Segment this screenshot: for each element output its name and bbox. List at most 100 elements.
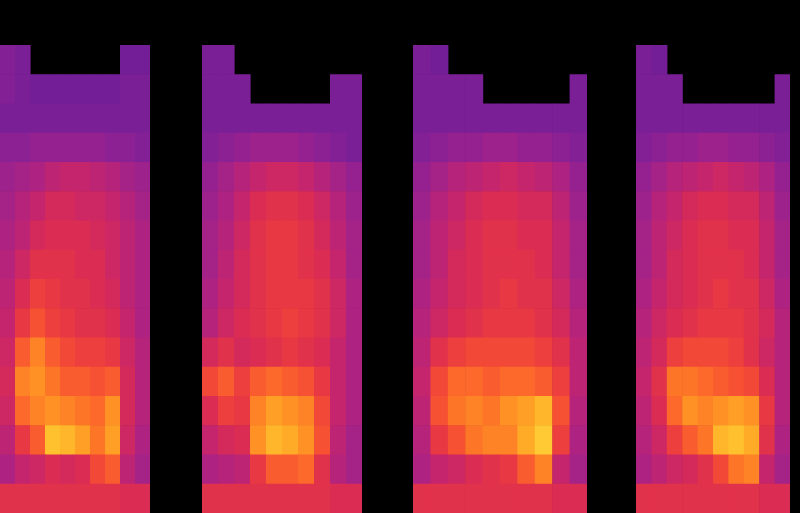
heatmap-cell	[282, 250, 299, 280]
heatmap-cell	[636, 279, 652, 309]
heatmap-cell	[483, 279, 501, 309]
heatmap-cell	[713, 162, 729, 192]
heatmap-cell	[45, 104, 61, 134]
heatmap-cell	[448, 425, 466, 455]
heatmap-cell	[517, 367, 535, 397]
heatmap-cell	[266, 162, 283, 192]
heatmap-cell	[698, 338, 714, 368]
heatmap-cell	[120, 74, 136, 104]
heatmap-cell	[682, 221, 698, 251]
heatmap-cell	[713, 221, 729, 251]
heatmap-cell	[713, 104, 729, 134]
heatmap-cell	[330, 221, 347, 251]
heatmap-cell	[250, 104, 267, 134]
heatmap-cell	[682, 250, 698, 280]
heatmap-cell	[448, 133, 466, 163]
heatmap-cell	[698, 250, 714, 280]
heatmap-cell	[682, 308, 698, 338]
heatmap-cell	[698, 104, 714, 134]
heatmap-cell	[298, 221, 315, 251]
heatmap-cell	[202, 279, 219, 309]
heatmap-cell	[234, 74, 251, 104]
heatmap-cell	[15, 279, 31, 309]
heatmap-cell	[728, 162, 744, 192]
heatmap-cell	[282, 308, 299, 338]
heatmap-cell	[202, 308, 219, 338]
heatmap-cell	[202, 455, 219, 485]
heatmap-cell	[135, 455, 150, 485]
heatmap-cell	[45, 162, 61, 192]
heatmap-cell	[744, 221, 760, 251]
heatmap-cell	[744, 484, 760, 513]
heatmap-cell	[413, 279, 431, 309]
spectrogram-panel	[0, 45, 150, 513]
heatmap-cell	[282, 484, 299, 513]
heatmap-cell	[346, 338, 362, 368]
heatmap-cell	[775, 455, 790, 485]
heatmap-cell	[636, 250, 652, 280]
heatmap-cell	[266, 104, 283, 134]
heatmap-cell	[465, 162, 483, 192]
heatmap-cell	[30, 221, 46, 251]
heatmap-cell	[535, 367, 553, 397]
heatmap-cell	[135, 396, 150, 426]
heatmap-cell	[636, 104, 652, 134]
heatmap-cell	[698, 279, 714, 309]
heatmap-cell	[698, 367, 714, 397]
heatmap-cell	[667, 455, 683, 485]
heatmap-cell	[346, 74, 362, 104]
heatmap-cell	[266, 191, 283, 221]
heatmap-cell	[448, 396, 466, 426]
heatmap-cell	[135, 338, 150, 368]
heatmap-cell	[552, 367, 570, 397]
heatmap-cell	[570, 104, 587, 134]
heatmap-cell	[45, 484, 61, 513]
heatmap-cell	[105, 250, 121, 280]
heatmap-cell	[651, 396, 667, 426]
heatmap-cell	[135, 221, 150, 251]
heatmap-cell	[483, 455, 501, 485]
heatmap-cell	[744, 250, 760, 280]
heatmap-cell	[759, 133, 775, 163]
heatmap-cell	[570, 308, 587, 338]
heatmap-cell	[728, 455, 744, 485]
heatmap-cell	[0, 425, 16, 455]
heatmap-cell	[570, 162, 587, 192]
heatmap-cell	[552, 425, 570, 455]
heatmap-cell	[60, 104, 76, 134]
heatmap-cell	[552, 308, 570, 338]
heatmap-cell	[45, 221, 61, 251]
heatmap-cell	[448, 279, 466, 309]
heatmap-cell	[636, 221, 652, 251]
heatmap-cell	[682, 396, 698, 426]
heatmap-cell	[535, 396, 553, 426]
heatmap-cell	[667, 191, 683, 221]
heatmap-cell	[218, 133, 235, 163]
heatmap-cell	[517, 162, 535, 192]
spectrogram-panel	[413, 45, 587, 513]
heatmap-cell	[483, 250, 501, 280]
heatmap-cell	[744, 104, 760, 134]
chart-root	[0, 0, 800, 513]
heatmap-cell	[250, 162, 267, 192]
heatmap-cell	[202, 425, 219, 455]
heatmap-cell	[60, 308, 76, 338]
heatmap-cell	[667, 74, 683, 104]
heatmap-cell	[282, 104, 299, 134]
heatmap-cell	[314, 191, 331, 221]
heatmap-cell	[218, 455, 235, 485]
heatmap-cell	[75, 396, 91, 426]
heatmap-cell	[759, 396, 775, 426]
heatmap-cell	[682, 338, 698, 368]
heatmap-cell	[682, 484, 698, 513]
heatmap-cell	[120, 250, 136, 280]
heatmap-cell	[218, 45, 235, 75]
heatmap-cell	[430, 425, 448, 455]
heatmap-cell	[775, 250, 790, 280]
heatmap-cell	[0, 250, 16, 280]
heatmap-cell	[448, 484, 466, 513]
heatmap-cell	[234, 484, 251, 513]
heatmap-cell	[15, 396, 31, 426]
heatmap-cell	[75, 425, 91, 455]
heatmap-cell	[570, 396, 587, 426]
